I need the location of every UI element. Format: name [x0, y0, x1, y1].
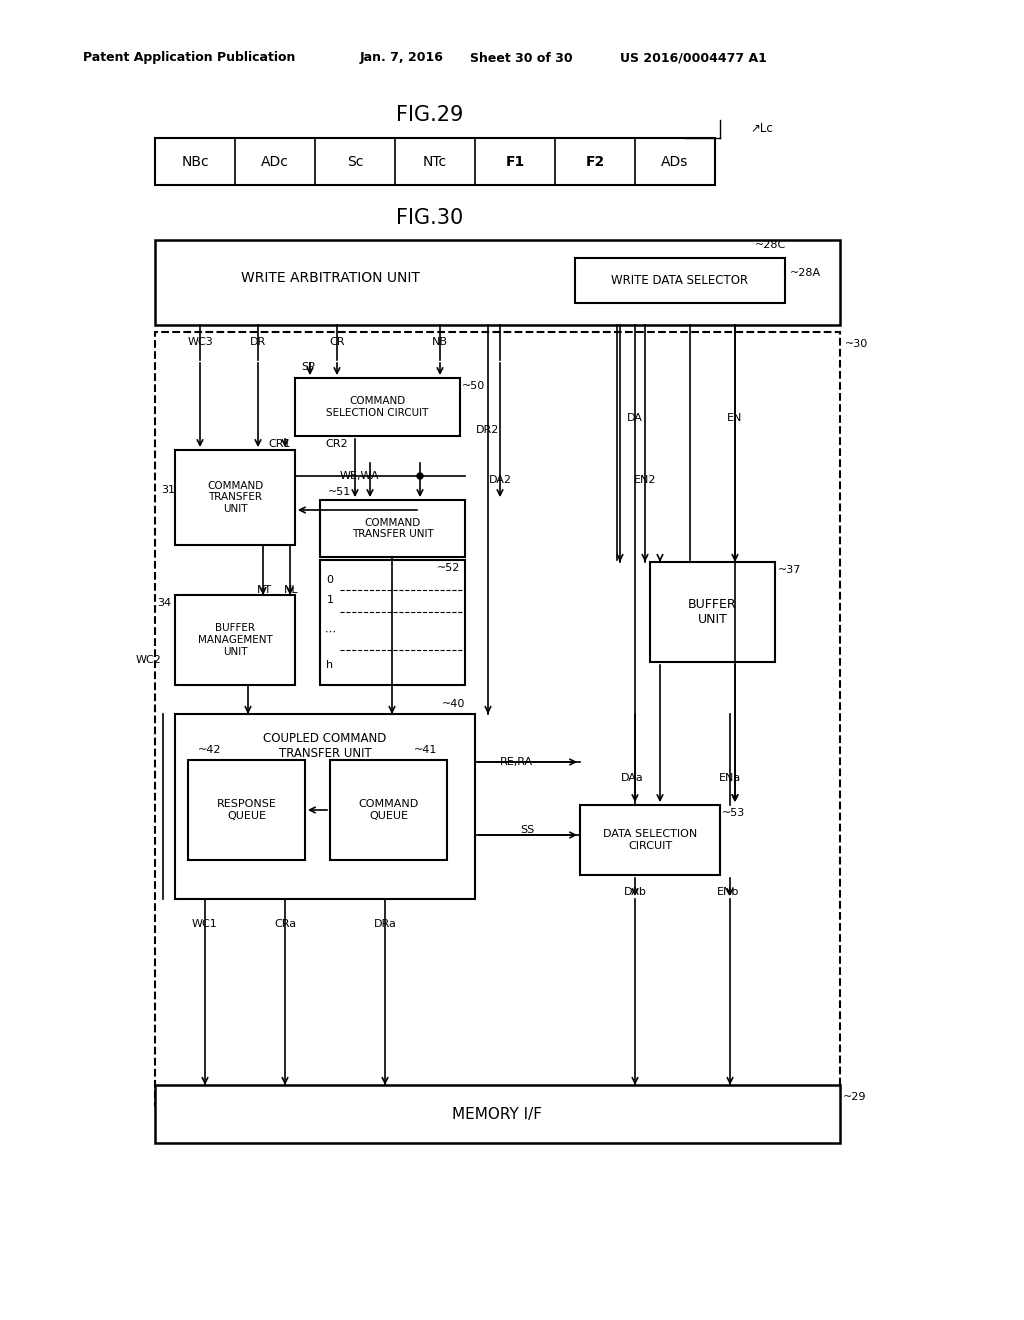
Bar	[575, 257, 785, 304]
Bar	[580, 805, 720, 875]
Text: Jan. 7, 2016: Jan. 7, 2016	[360, 51, 443, 65]
Text: Sheet 30 of 30: Sheet 30 of 30	[470, 51, 572, 65]
Text: RESPONSE
QUEUE: RESPONSE QUEUE	[216, 799, 276, 821]
Text: EN: EN	[727, 413, 742, 422]
Bar	[155, 1085, 840, 1143]
Bar	[175, 595, 295, 685]
Text: ↗Lc: ↗Lc	[750, 121, 773, 135]
Text: WRITE ARBITRATION UNIT: WRITE ARBITRATION UNIT	[241, 271, 420, 285]
Bar	[155, 139, 715, 185]
Text: h: h	[327, 660, 334, 671]
Text: COMMAND
TRANSFER UNIT: COMMAND TRANSFER UNIT	[351, 517, 433, 540]
Text: ~30: ~30	[845, 339, 868, 348]
Bar	[319, 500, 465, 557]
Text: COMMAND
SELECTION CIRCUIT: COMMAND SELECTION CIRCUIT	[327, 396, 429, 418]
Text: ~29: ~29	[843, 1092, 866, 1102]
Bar	[295, 378, 460, 436]
Bar	[330, 760, 447, 861]
Bar	[175, 714, 475, 899]
Text: NBc: NBc	[181, 154, 209, 169]
Text: DA2: DA2	[488, 475, 512, 484]
Text: ⋯: ⋯	[325, 627, 336, 638]
Text: ADc: ADc	[261, 154, 289, 169]
Text: NT: NT	[256, 585, 271, 595]
Text: DATA SELECTION
CIRCUIT: DATA SELECTION CIRCUIT	[603, 829, 697, 851]
Text: DAa: DAa	[621, 774, 643, 783]
Text: WC3: WC3	[187, 337, 213, 347]
Text: SP: SP	[301, 362, 315, 372]
Text: F2: F2	[586, 154, 604, 169]
Text: MEMORY I/F: MEMORY I/F	[453, 1106, 543, 1122]
Text: COUPLED COMMAND
TRANSFER UNIT: COUPLED COMMAND TRANSFER UNIT	[263, 733, 387, 760]
Text: COMMAND
TRANSFER
UNIT: COMMAND TRANSFER UNIT	[207, 480, 263, 513]
Text: CR1: CR1	[268, 440, 291, 449]
Text: CR2: CR2	[326, 440, 348, 449]
Text: US 2016/0004477 A1: US 2016/0004477 A1	[620, 51, 767, 65]
Circle shape	[417, 473, 423, 479]
Text: ~28A: ~28A	[790, 268, 821, 279]
Text: WE,WA: WE,WA	[340, 471, 380, 480]
Text: Sc: Sc	[347, 154, 364, 169]
Text: BUFFER
UNIT: BUFFER UNIT	[688, 598, 737, 626]
Text: 31: 31	[161, 484, 175, 495]
Bar	[155, 240, 840, 325]
Text: SS: SS	[520, 825, 535, 836]
Text: COMMAND
QUEUE: COMMAND QUEUE	[358, 799, 419, 821]
Text: ~37: ~37	[778, 565, 802, 576]
Text: NTc: NTc	[423, 154, 447, 169]
Text: 34: 34	[157, 598, 171, 609]
Text: NB: NB	[432, 337, 449, 347]
Bar	[175, 450, 295, 545]
Text: ~51: ~51	[328, 487, 351, 498]
Text: F1: F1	[506, 154, 524, 169]
Text: ~40: ~40	[441, 700, 465, 709]
Text: ADs: ADs	[662, 154, 689, 169]
Text: WC1: WC1	[193, 919, 218, 929]
Text: ~28C: ~28C	[755, 240, 786, 249]
Text: Patent Application Publication: Patent Application Publication	[83, 51, 295, 65]
Text: FIG.30: FIG.30	[396, 209, 464, 228]
Text: DRa: DRa	[374, 919, 396, 929]
Text: WC2: WC2	[136, 655, 162, 665]
Text: BUFFER
MANAGEMENT
UNIT: BUFFER MANAGEMENT UNIT	[198, 623, 272, 656]
Text: ~53: ~53	[722, 808, 745, 818]
Text: RE,RA: RE,RA	[500, 756, 534, 767]
Text: CRa: CRa	[274, 919, 296, 929]
Text: ~42: ~42	[198, 744, 221, 755]
Text: DA: DA	[627, 413, 643, 422]
Text: WRITE DATA SELECTOR: WRITE DATA SELECTOR	[611, 275, 749, 286]
Text: ENa: ENa	[719, 774, 741, 783]
Bar	[188, 760, 305, 861]
Text: DAb: DAb	[624, 887, 646, 898]
Text: 1: 1	[327, 595, 334, 605]
Text: DR: DR	[250, 337, 266, 347]
Bar	[319, 560, 465, 685]
Text: ~41: ~41	[414, 744, 437, 755]
Text: ~50: ~50	[462, 381, 485, 391]
Bar	[650, 562, 775, 663]
Text: DR2: DR2	[476, 425, 500, 436]
Text: 0: 0	[327, 576, 334, 585]
Text: EN2: EN2	[634, 475, 656, 484]
Text: FIG.29: FIG.29	[396, 106, 464, 125]
Text: ~52: ~52	[436, 564, 460, 573]
Bar	[155, 333, 840, 1107]
Text: NL: NL	[284, 585, 298, 595]
Text: ENb: ENb	[717, 887, 739, 898]
Text: CR: CR	[330, 337, 345, 347]
